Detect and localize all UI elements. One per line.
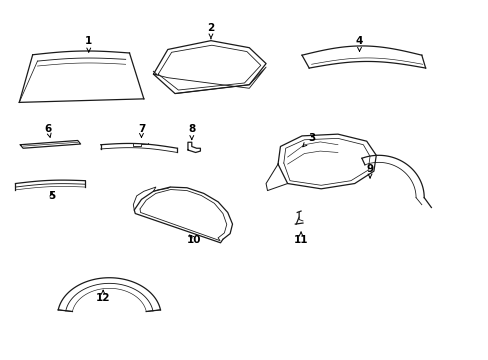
Text: 3: 3 bbox=[302, 133, 315, 147]
Text: 9: 9 bbox=[366, 165, 373, 178]
Text: 8: 8 bbox=[188, 124, 195, 140]
Text: 12: 12 bbox=[96, 290, 110, 303]
Text: 4: 4 bbox=[355, 36, 363, 51]
Text: 7: 7 bbox=[138, 124, 145, 137]
Text: 11: 11 bbox=[293, 232, 307, 245]
Text: 5: 5 bbox=[48, 191, 55, 201]
Text: 1: 1 bbox=[85, 36, 92, 52]
Text: 10: 10 bbox=[186, 235, 201, 245]
Text: 6: 6 bbox=[44, 124, 52, 138]
Text: 2: 2 bbox=[207, 23, 214, 39]
